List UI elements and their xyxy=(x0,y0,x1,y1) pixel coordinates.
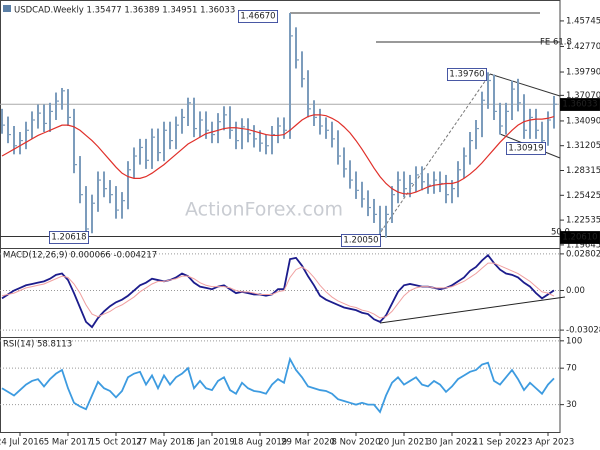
y-tick-label: -0.030286 xyxy=(566,326,600,336)
y-tick-label: 0.00 xyxy=(566,286,585,296)
x-tick-label: 8 Nov 2020 xyxy=(331,438,380,448)
plot-frame xyxy=(0,0,561,433)
y-tick-label: 0.028028 xyxy=(566,249,600,259)
panel-title: MACD(12,26,9) 0.000066 -0.004217 xyxy=(3,251,157,261)
x-tick-label: 11 Sep 2022 xyxy=(473,438,527,448)
indicator-line xyxy=(1,262,555,319)
watermark: ActionForex.com xyxy=(185,199,343,221)
level-label: 1.20618 xyxy=(51,233,86,243)
level-label-box xyxy=(447,68,487,81)
panel-title: RSI(14) 58.8113 xyxy=(3,340,72,350)
x-tick-label: 23 Apr 2023 xyxy=(522,438,575,448)
level-label-box xyxy=(238,10,278,23)
x-tick-label: 24 Jul 2016 xyxy=(0,438,44,448)
y-tick-label: 70 xyxy=(566,364,577,374)
y-tick-label: 1.19645 xyxy=(566,240,600,250)
level-label: 1.20050 xyxy=(343,236,378,246)
x-tick-label: 27 May 2018 xyxy=(136,438,191,448)
y-tick-label: 100 xyxy=(566,336,582,346)
x-tick-label: 15 Oct 2017 xyxy=(90,438,143,448)
y-tick-label: 1.34090 xyxy=(566,116,600,126)
level-label: 1.30919 xyxy=(508,144,543,154)
level-label: 1.39760 xyxy=(449,70,484,80)
price-label: 1.20610 xyxy=(562,233,597,243)
symbol-icon xyxy=(3,5,11,12)
x-tick-label: 18 Aug 2019 xyxy=(233,438,287,448)
y-tick-label: 1.31205 xyxy=(566,141,600,151)
macd-trend-line xyxy=(379,296,566,324)
level-label: 1.46670 xyxy=(240,12,275,22)
indicator-line xyxy=(1,253,555,329)
y-tick-label: 30 xyxy=(566,400,577,410)
y-tick-label: 1.39790 xyxy=(566,68,600,78)
y-tick-label: 1.25425 xyxy=(566,191,600,201)
y-tick-label: 1.37070 xyxy=(566,91,600,101)
y-tick-label: 1.22535 xyxy=(566,216,600,226)
x-tick-label: 20 Jun 2021 xyxy=(378,438,429,448)
panel-title: USDCAD.Weekly 1.35477 1.36389 1.34951 1.… xyxy=(14,6,235,16)
channel-line xyxy=(489,73,561,97)
level-label: FE 61.8 xyxy=(540,38,572,48)
y-tick-label: 1.42770 xyxy=(566,42,600,52)
y-tick-label: 1.28315 xyxy=(566,166,600,176)
level-label-box xyxy=(341,234,381,247)
moving-average xyxy=(1,114,555,195)
level-label-box xyxy=(49,231,89,244)
y-tick-label: 1.45745 xyxy=(566,16,600,26)
x-tick-label: 5 Mar 2017 xyxy=(44,438,92,448)
trend-line xyxy=(377,73,491,237)
indicator-line xyxy=(1,356,555,414)
x-tick-label: 30 Jan 2022 xyxy=(427,438,478,448)
x-tick-label: 29 Mar 2020 xyxy=(281,438,335,448)
x-tick-label: 6 Jan 2019 xyxy=(189,438,235,448)
level-label-box xyxy=(506,142,546,155)
price-label: 1.36033 xyxy=(562,100,597,110)
